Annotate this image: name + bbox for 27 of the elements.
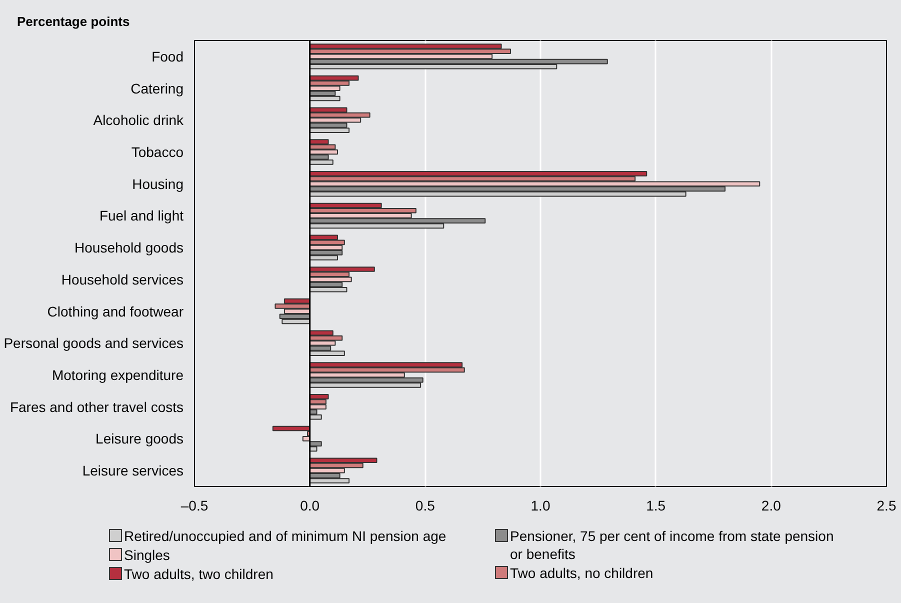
text: Percentage points [17, 13, 130, 31]
y-tick-label: Household services [61, 271, 184, 288]
y-tick-label: Fuel and light [99, 208, 184, 224]
y-tick-label: Fares and other travel costs [10, 398, 184, 415]
y-tick-label: Catering [130, 80, 184, 96]
y-tick-label: Food [152, 48, 184, 64]
legend-label: Pensioner, 75 per cent of income from state pension or benefits [510, 527, 835, 563]
legend-label: Retired/unoccupied and of minimum NI pension age [124, 527, 446, 545]
y-tick-label: Leisure services [82, 462, 184, 479]
x-tick-label: 2.5 [876, 498, 896, 514]
y-tick-label: Tobacco [131, 144, 184, 160]
legend-label: Singles [124, 546, 170, 564]
x-tick-label: –0.5 [180, 498, 208, 514]
legend-label: Two adults, no children [510, 564, 654, 582]
legend-label: Two adults, two children [124, 565, 274, 583]
x-tick-label: 2.0 [761, 498, 782, 514]
y-tick-label: Leisure goods [96, 430, 184, 447]
x-tick-label: 1.0 [530, 498, 550, 514]
y-tick-label: Motoring expenditure [52, 367, 184, 383]
y-tick-label: Clothing and footwear [47, 303, 184, 320]
y-tick-label: Housing [132, 176, 184, 192]
x-tick-label: 0.5 [415, 498, 436, 514]
x-tick-label: 1.5 [646, 498, 666, 514]
y-tick-label: Personal goods and services [4, 335, 184, 352]
x-tick-label: 0.0 [300, 498, 320, 514]
y-tick-label: Household goods [74, 240, 184, 256]
y-tick-label: Alcoholic drink [93, 112, 184, 128]
